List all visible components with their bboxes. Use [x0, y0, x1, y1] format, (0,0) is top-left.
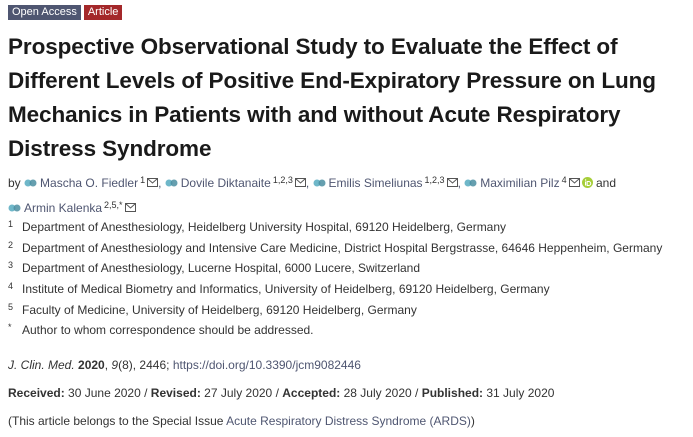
- affiliation-item: 3 Department of Anesthesiology, Lucerne …: [8, 258, 692, 279]
- badges: Open Access Article: [8, 5, 123, 20]
- revised-date: 27 July 2020: [204, 386, 273, 400]
- author-affiliation-sup: 2,5,*: [104, 200, 123, 210]
- affiliation-item: 1 Department of Anesthesiology, Heidelbe…: [8, 217, 692, 238]
- affiliation-number: 2: [8, 239, 14, 250]
- article-title: Prospective Observational Study to Evalu…: [8, 34, 656, 161]
- author-item: Emilis Simeliunas 1,2,3,: [313, 175, 465, 190]
- author-item: Maximilian Pilz 4: [464, 175, 596, 190]
- author-affiliation-sup: 1,2,3: [424, 175, 445, 185]
- author-name-link[interactable]: Armin Kalenka: [24, 201, 103, 215]
- author-affiliation-sup: 4: [561, 175, 567, 185]
- journal-name: J. Clin. Med.: [8, 358, 75, 372]
- affiliation-item: 5 Faculty of Medicine, University of Hei…: [8, 300, 692, 321]
- author-item: Armin Kalenka 2,5,*: [8, 200, 136, 215]
- special-issue-note: (This article belongs to the Special Iss…: [8, 414, 475, 428]
- citation: J. Clin. Med. 2020, 9(8), 2446; https://…: [8, 358, 361, 372]
- by-label: by: [8, 176, 21, 190]
- scilit-profile-icon[interactable]: [8, 202, 22, 214]
- author-affiliation-sup: 1: [140, 175, 146, 185]
- author-item: Mascha O. Fiedler 1,: [24, 175, 165, 190]
- special-issue-suffix: ): [470, 414, 475, 428]
- orcid-icon[interactable]: [581, 177, 593, 188]
- received-date: 30 June 2020: [68, 386, 141, 400]
- email-icon[interactable]: [124, 203, 136, 212]
- affiliation-text: Department of Anesthesiology, Lucerne Ho…: [22, 261, 421, 276]
- scilit-profile-icon[interactable]: [464, 177, 478, 189]
- citation-issue-pages: (8), 2446;: [118, 358, 170, 372]
- scilit-profile-icon[interactable]: [165, 177, 179, 189]
- affiliation-text: Institute of Medical Biometry and Inform…: [22, 282, 550, 297]
- published-date: 31 July 2020: [486, 386, 555, 400]
- affiliation-text: Department of Anesthesiology, Heidelberg…: [22, 220, 507, 234]
- affiliation-number: *: [8, 322, 12, 333]
- affiliation-text: Department of Anesthesiology and Intensi…: [22, 240, 663, 255]
- affiliation-text: Faculty of Medicine, University of Heide…: [22, 302, 417, 317]
- email-icon[interactable]: [294, 178, 306, 187]
- citation-year: 2020: [78, 358, 105, 372]
- author-name-link[interactable]: Maximilian Pilz: [480, 176, 560, 190]
- special-issue-link[interactable]: Acute Respiratory Distress Syndrome (ARD…: [226, 414, 471, 428]
- affiliation-number: 4: [8, 281, 14, 292]
- author-name-link[interactable]: Dovile Diktanaite: [180, 176, 271, 190]
- email-icon[interactable]: [568, 178, 580, 187]
- author-name-link[interactable]: Emilis Simeliunas: [328, 176, 423, 190]
- special-issue-prefix: (This article belongs to the Special Iss…: [8, 414, 224, 428]
- email-icon[interactable]: [147, 178, 159, 187]
- author-list: by Mascha O. Fiedler 1, Dovile Diktanaite…: [8, 169, 692, 219]
- affiliation-number: 5: [8, 301, 14, 312]
- affiliation-item: * Author to whom correspondence should b…: [8, 320, 692, 341]
- author-name-link[interactable]: Mascha O. Fiedler: [40, 176, 139, 190]
- publication-dates: Received: 30 June 2020 / Revised: 27 Jul…: [8, 386, 555, 400]
- email-icon[interactable]: [446, 178, 458, 187]
- scilit-profile-icon[interactable]: [24, 177, 38, 189]
- affiliation-number: 3: [8, 260, 14, 271]
- scilit-profile-icon[interactable]: [313, 177, 327, 189]
- received-label: Received:: [8, 386, 65, 400]
- and-label: and: [595, 176, 616, 190]
- affiliation-item: 4 Institute of Medical Biometry and Info…: [8, 279, 692, 300]
- author-affiliation-sup: 1,2,3: [272, 175, 293, 185]
- published-label: Published:: [421, 386, 484, 400]
- revised-label: Revised:: [150, 386, 201, 400]
- accepted-label: Accepted:: [282, 386, 341, 400]
- affiliation-number: 1: [8, 219, 14, 229]
- article-type-badge: Article: [83, 5, 123, 20]
- author-item: Dovile Diktanaite 1,2,3,: [165, 175, 313, 190]
- citation-volume: 9: [111, 358, 119, 372]
- affiliation-text: Author to whom correspondence should be …: [22, 323, 314, 338]
- doi-link[interactable]: https://doi.org/10.3390/jcm9082446: [172, 358, 361, 372]
- open-access-badge[interactable]: Open Access: [8, 5, 81, 20]
- affiliation-list: 1 Department of Anesthesiology, Heidelbe…: [8, 217, 692, 341]
- affiliation-item: 2 Department of Anesthesiology and Inten…: [8, 238, 692, 259]
- accepted-date: 28 July 2020: [343, 386, 412, 400]
